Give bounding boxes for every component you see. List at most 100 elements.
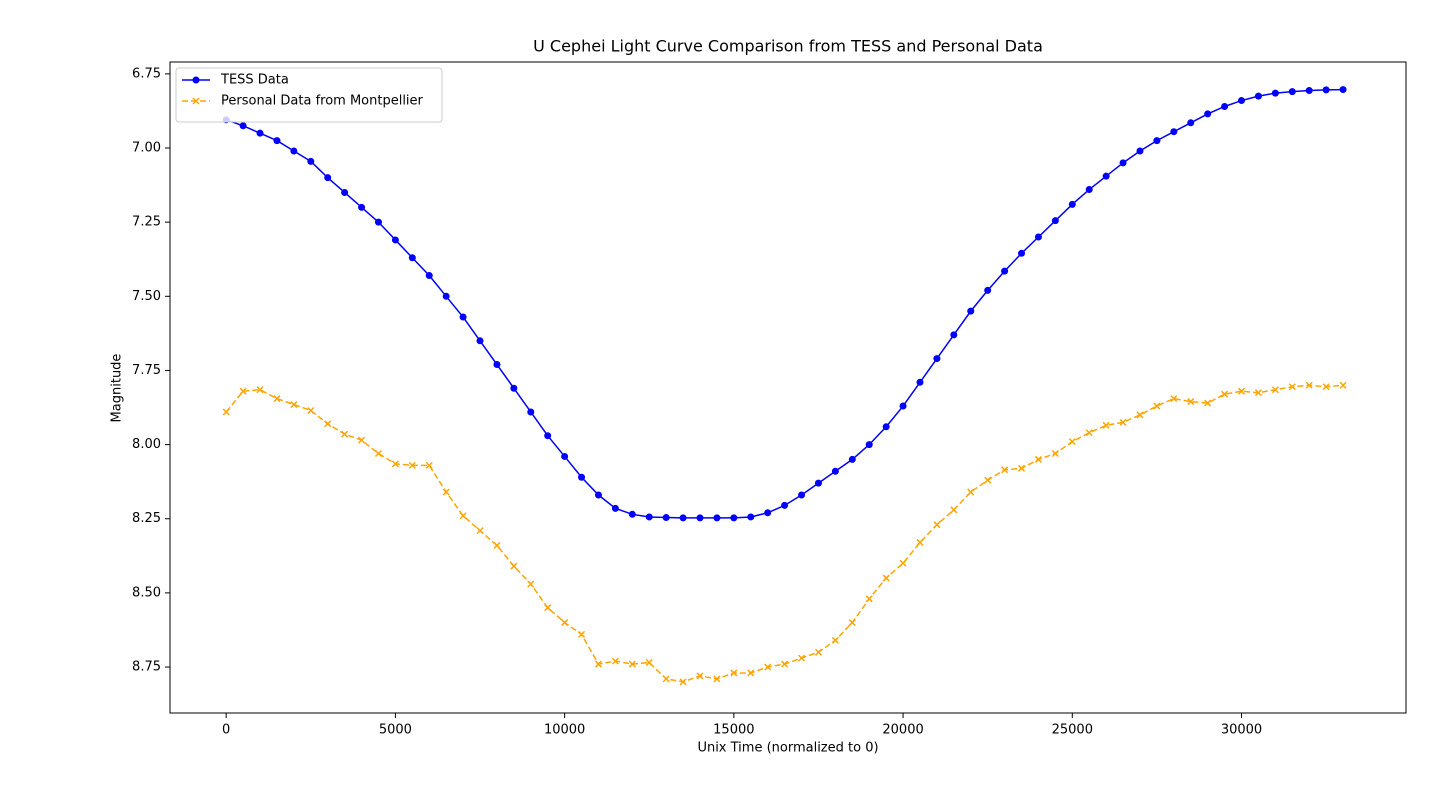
marker: [1204, 399, 1212, 407]
marker: [611, 504, 619, 512]
marker: [1153, 137, 1161, 145]
marker: [1017, 464, 1026, 472]
marker: [984, 286, 992, 294]
marker: [1254, 92, 1262, 100]
marker: [882, 423, 890, 431]
marker: [713, 514, 721, 522]
marker: [510, 562, 518, 570]
y-tick-label: 7.75: [132, 363, 161, 378]
marker: [747, 513, 755, 521]
plot-frame: [169, 61, 1407, 714]
y-tick-label: 7.50: [132, 289, 161, 304]
marker: [933, 521, 941, 529]
marker: [916, 538, 924, 546]
marker: [1018, 249, 1026, 257]
marker: [713, 675, 721, 683]
marker: [882, 574, 890, 582]
marker: [1119, 418, 1127, 426]
marker: [730, 669, 738, 677]
marker: [679, 678, 687, 686]
marker: [290, 401, 298, 409]
marker: [950, 506, 958, 514]
marker: [1136, 411, 1144, 419]
marker: [476, 337, 484, 345]
y-tick-label: 8.75: [132, 660, 161, 675]
marker: [984, 476, 992, 484]
marker: [256, 386, 264, 394]
marker: [442, 488, 450, 496]
marker: [408, 254, 416, 262]
marker: [764, 509, 772, 517]
marker: [899, 402, 907, 410]
marker: [425, 272, 433, 280]
marker: [290, 147, 298, 155]
marker: [696, 514, 704, 522]
marker: [1001, 267, 1009, 275]
marker: [442, 292, 450, 300]
marker: [459, 313, 467, 321]
marker: [561, 619, 569, 627]
legend-marker: [192, 97, 200, 105]
marker: [611, 657, 619, 665]
marker: [324, 174, 332, 182]
marker: [781, 501, 789, 509]
marker: [1221, 102, 1229, 110]
y-axis-label: Magnitude: [110, 354, 125, 423]
marker: [1034, 233, 1042, 241]
marker: [307, 406, 315, 415]
marker: [645, 513, 653, 521]
marker: [256, 129, 264, 137]
marker: [273, 395, 281, 403]
marker: [1339, 381, 1347, 389]
marker: [408, 461, 416, 469]
marker: [628, 510, 636, 518]
marker: [1001, 466, 1009, 474]
marker: [848, 455, 856, 463]
marker: [662, 514, 670, 522]
marker: [594, 491, 602, 499]
y-tick-label: 7.25: [132, 215, 161, 230]
legend: TESS Data Personal Data from Montpellier: [175, 67, 443, 123]
marker: [730, 514, 738, 522]
series: [222, 381, 1347, 686]
marker: [1237, 387, 1246, 395]
marker: [814, 648, 822, 656]
marker: [273, 137, 281, 145]
marker: [341, 430, 349, 438]
marker: [1322, 383, 1330, 391]
marker: [933, 355, 941, 363]
x-tick-label: 15000: [713, 723, 754, 738]
marker: [425, 461, 433, 469]
marker: [916, 378, 924, 386]
marker: [1238, 97, 1246, 105]
x-tick-label: 5000: [379, 723, 412, 738]
marker: [341, 188, 349, 196]
marker: [814, 479, 822, 487]
marker: [899, 559, 907, 567]
marker: [1254, 389, 1262, 397]
marker: [594, 660, 603, 668]
marker: [578, 473, 586, 481]
y-tick-label: 7.00: [132, 141, 161, 156]
legend-marker: [192, 76, 200, 84]
marker: [865, 441, 873, 449]
marker: [391, 236, 399, 244]
marker: [696, 672, 704, 680]
marker: [1170, 128, 1178, 136]
marker: [222, 408, 230, 416]
marker: [1322, 86, 1330, 94]
marker: [1136, 147, 1144, 155]
y-tick-label: 8.25: [132, 511, 161, 526]
marker: [1051, 449, 1059, 458]
marker: [358, 203, 366, 211]
marker: [561, 452, 569, 460]
marker: [1204, 110, 1212, 118]
marker: [1102, 421, 1110, 429]
marker: [628, 660, 636, 668]
marker: [374, 449, 383, 458]
marker: [527, 580, 535, 588]
marker: [1085, 186, 1093, 194]
marker: [798, 491, 806, 499]
marker: [1288, 383, 1296, 391]
